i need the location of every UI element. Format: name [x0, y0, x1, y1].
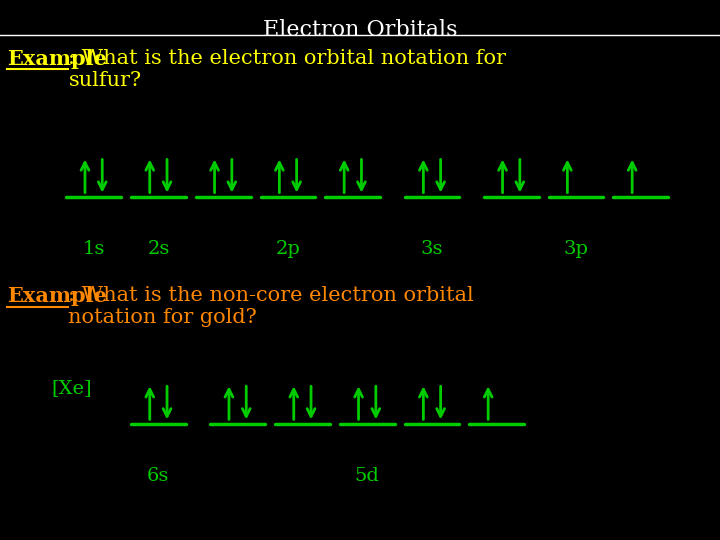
Text: : What is the non-core electron orbital
notation for gold?: : What is the non-core electron orbital …: [68, 286, 474, 327]
Text: 2s: 2s: [147, 240, 170, 258]
Text: 5d: 5d: [355, 467, 379, 485]
Text: Example: Example: [7, 49, 107, 69]
Text: 2p: 2p: [276, 240, 300, 258]
Text: Example: Example: [7, 286, 107, 306]
Text: 6s: 6s: [147, 467, 170, 485]
Text: 1s: 1s: [82, 240, 105, 258]
Text: [Xe]: [Xe]: [52, 379, 92, 397]
Text: : What is the electron orbital notation for
sulfur?: : What is the electron orbital notation …: [68, 49, 506, 90]
Text: 3s: 3s: [420, 240, 444, 258]
Text: Electron Orbitals: Electron Orbitals: [263, 19, 457, 41]
Text: 3p: 3p: [564, 240, 588, 258]
